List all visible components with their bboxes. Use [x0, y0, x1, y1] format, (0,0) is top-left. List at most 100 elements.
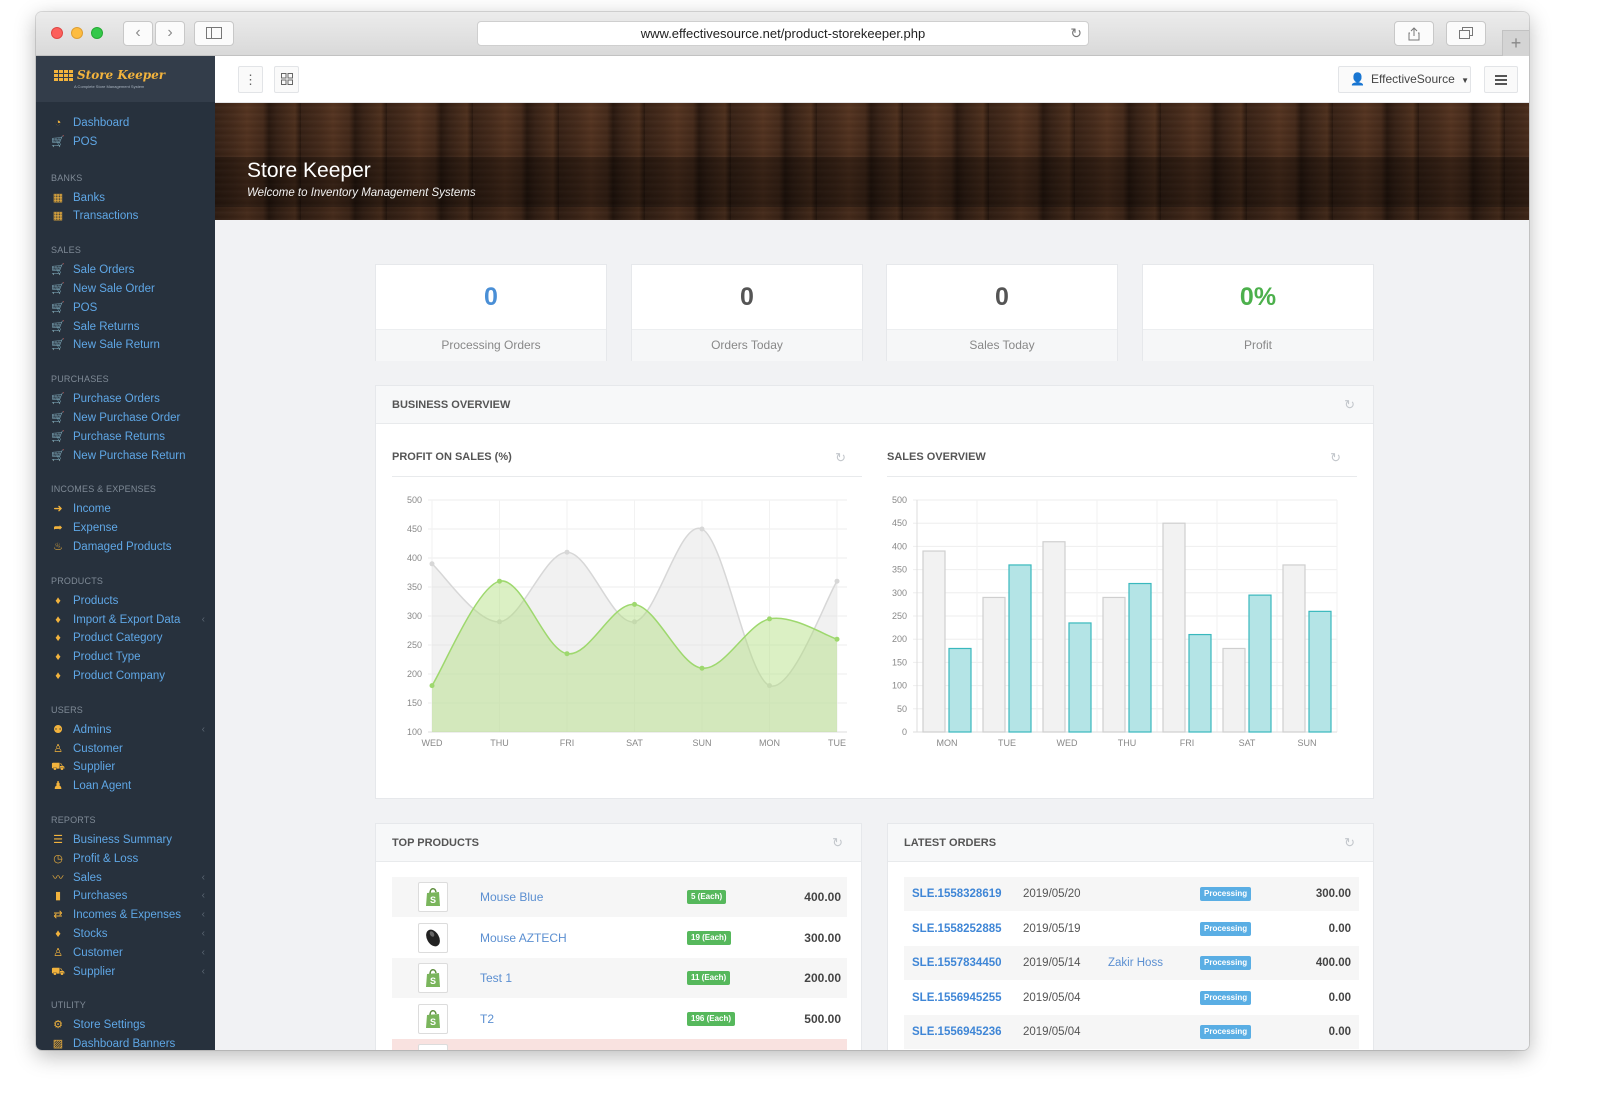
sidebar-item-sales[interactable]: 〰 Sales ‹: [36, 869, 215, 888]
data-point[interactable]: [429, 561, 435, 567]
bar[interactable]: [1128, 582, 1152, 733]
sidebar-item-sale-returns[interactable]: 🛒 Sale Returns: [36, 318, 215, 337]
bar[interactable]: [948, 647, 972, 733]
stat-processing-orders[interactable]: 0 Processing Orders: [375, 264, 607, 361]
store-keeper-logo[interactable]: Store Keeper: [54, 68, 215, 82]
refresh-icon[interactable]: ↻: [1344, 397, 1355, 412]
bar[interactable]: [922, 550, 946, 733]
data-point[interactable]: [767, 683, 772, 689]
sidebar-item-income[interactable]: ➜ Income: [36, 500, 215, 519]
right-panel-toggle-button[interactable]: [1484, 66, 1518, 93]
stat-sales-today[interactable]: 0 Sales Today: [886, 264, 1118, 361]
sidebar-item-product-type[interactable]: ♦ Product Type: [36, 648, 215, 667]
bar[interactable]: [1222, 647, 1246, 733]
refresh-icon[interactable]: ↻: [832, 835, 843, 850]
user-menu-button[interactable]: 👤 EffectiveSource ▼: [1338, 66, 1471, 93]
table-row[interactable]: Mouse AZTECH 19 (Each) 300.00: [392, 918, 847, 958]
sidebar-item-banks[interactable]: ▦ Banks: [36, 189, 215, 208]
data-point[interactable]: [767, 616, 772, 622]
sidebar-item-product-category[interactable]: ♦ Product Category: [36, 629, 215, 648]
table-row[interactable]: SLE.1556945236 2019/05/04 Processing 0.00: [904, 1015, 1359, 1049]
sidebar-item-new-purchase-order[interactable]: 🛒 New Purchase Order: [36, 409, 215, 428]
order-id-link[interactable]: SLE.1558252885: [912, 922, 1002, 935]
sidebar-item-stocks[interactable]: ♦ Stocks ‹: [36, 925, 215, 944]
sidebar-item-customer[interactable]: ♙ Customer: [36, 740, 215, 759]
more-options-button[interactable]: ⋮: [238, 66, 263, 93]
bar[interactable]: [1308, 610, 1332, 733]
sidebar-item-supplier[interactable]: ⛟ Supplier: [36, 758, 215, 777]
product-name-link[interactable]: T2: [480, 1011, 495, 1026]
back-button[interactable]: ‹: [123, 21, 153, 46]
order-customer-link[interactable]: Zakir Hoss: [1108, 957, 1163, 969]
sidebar-item-pos[interactable]: 🛒 POS: [36, 299, 215, 318]
bar[interactable]: [1042, 541, 1066, 733]
table-row[interactable]: SLE.1556945255 2019/05/04 Processing 0.00: [904, 981, 1359, 1015]
product-name-link[interactable]: Mouse AZTECH: [480, 930, 567, 945]
data-point[interactable]: [564, 651, 570, 657]
tabs-overview-button[interactable]: [1446, 21, 1486, 46]
sidebar-item-admins[interactable]: ⚉ Admins ‹: [36, 721, 215, 740]
sidebar-item-pos[interactable]: 🛒 POS: [36, 133, 215, 152]
new-tab-button[interactable]: +: [1502, 30, 1529, 56]
share-button[interactable]: [1394, 21, 1434, 46]
sidebar-item-profit-loss[interactable]: ◷ Profit & Loss: [36, 850, 215, 869]
sidebar-item-expense[interactable]: ➦ Expense: [36, 519, 215, 538]
sidebar-item-damaged-products[interactable]: ♨ Damaged Products: [36, 538, 215, 557]
sidebar-item-purchases[interactable]: ▮ Purchases ‹: [36, 887, 215, 906]
product-name-link[interactable]: Mouse Blue: [480, 890, 544, 904]
data-point[interactable]: [429, 683, 435, 689]
data-point[interactable]: [834, 578, 840, 584]
order-id-link[interactable]: SLE.1556945236: [912, 1026, 1002, 1038]
table-row[interactable]: SA4 Tech KeyboardOut of Stock0.00: [392, 1039, 847, 1050]
zoom-window-button[interactable]: [91, 27, 103, 39]
forward-button[interactable]: ›: [155, 21, 185, 46]
bar[interactable]: [1162, 522, 1186, 733]
refresh-icon[interactable]: ↻: [1330, 450, 1341, 465]
stat-orders-today[interactable]: 0 Orders Today: [631, 264, 863, 361]
address-bar[interactable]: www.effectivesource.net/product-storekee…: [477, 21, 1089, 46]
bar[interactable]: [1068, 622, 1092, 733]
refresh-icon[interactable]: ↻: [1344, 835, 1355, 850]
sidebar-item-transactions[interactable]: ▦ Transactions: [36, 207, 215, 226]
grid-view-button[interactable]: [274, 66, 299, 93]
sidebar-item-dashboard-banners[interactable]: ▨ Dashboard Banners: [36, 1035, 215, 1050]
table-row[interactable]: S Test 1 11 (Each) 200.00: [392, 958, 847, 999]
reload-icon[interactable]: ↻: [1070, 25, 1082, 41]
sidebar-item-dashboard[interactable]: ◔ Dashboard: [36, 114, 215, 133]
table-row[interactable]: S T2 196 (Each) 500.00: [392, 999, 847, 1039]
order-id-link[interactable]: SLE.1558328619: [912, 888, 1002, 900]
sidebar-item-sale-orders[interactable]: 🛒 Sale Orders: [36, 261, 215, 280]
sidebar-item-incomes-expenses[interactable]: ⇄ Incomes & Expenses ‹: [36, 906, 215, 925]
order-id-link[interactable]: SLE.1557834450: [912, 957, 1002, 969]
table-row[interactable]: S Mouse Blue 5 (Each) 400.00: [392, 877, 847, 917]
sidebar-item-new-purchase-return[interactable]: 🛒 New Purchase Return: [36, 447, 215, 466]
sidebar-item-supplier[interactable]: ⛟ Supplier ‹: [36, 963, 215, 982]
sidebar-item-product-company[interactable]: ♦ Product Company: [36, 667, 215, 686]
product-name-link[interactable]: Test 1: [480, 971, 513, 986]
sidebar-item-import-export-data[interactable]: ♦ Import & Export Data ‹: [36, 611, 215, 630]
sidebar-item-customer[interactable]: ♙ Customer ‹: [36, 944, 215, 963]
bar[interactable]: [1188, 633, 1212, 733]
minimize-window-button[interactable]: [71, 27, 83, 39]
sidebar-item-purchase-orders[interactable]: 🛒 Purchase Orders: [36, 390, 215, 409]
bar[interactable]: [1248, 594, 1272, 733]
data-point[interactable]: [632, 601, 637, 607]
table-row[interactable]: SLE.1557834450 2019/05/14 Zakir Hoss Proces…: [904, 946, 1359, 980]
sidebar-item-new-sale-order[interactable]: 🛒 New Sale Order: [36, 280, 215, 299]
order-id-link[interactable]: SLE.1556945255: [912, 991, 1002, 1004]
table-row[interactable]: SLE.1558328619 2019/05/20 Processing 300.00: [904, 877, 1359, 911]
stat-profit[interactable]: 0% Profit: [1142, 264, 1374, 361]
sidebar-item-business-summary[interactable]: ☰ Business Summary: [36, 831, 215, 850]
data-point[interactable]: [632, 619, 637, 625]
sidebar-item-new-sale-return[interactable]: 🛒 New Sale Return: [36, 336, 215, 355]
data-point[interactable]: [564, 549, 570, 555]
bar[interactable]: [982, 596, 1006, 733]
data-point[interactable]: [497, 619, 502, 625]
data-point[interactable]: [497, 578, 502, 584]
refresh-icon[interactable]: ↻: [835, 450, 846, 465]
bar[interactable]: [1102, 596, 1126, 733]
sidebar-item-loan-agent[interactable]: ♟ Loan Agent: [36, 777, 215, 796]
sidebar-toggle-button[interactable]: [194, 21, 234, 46]
table-row[interactable]: SLE.1558252885 2019/05/19 Processing 0.00: [904, 912, 1359, 946]
bar[interactable]: [1008, 564, 1032, 733]
